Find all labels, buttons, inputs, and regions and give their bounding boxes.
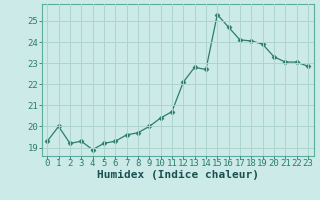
X-axis label: Humidex (Indice chaleur): Humidex (Indice chaleur) <box>97 170 259 180</box>
